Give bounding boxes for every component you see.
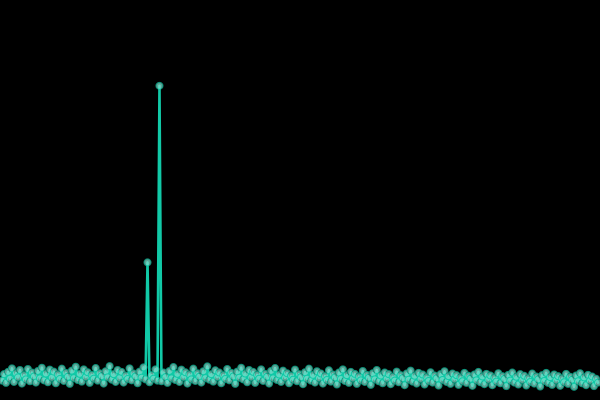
data-point-marker [271,364,280,373]
data-point-marker [502,382,511,391]
data-point-marker [143,258,152,267]
data-point-marker [304,364,313,373]
data-point-marker [99,379,108,388]
data-point-marker [125,364,134,373]
data-point-marker [372,365,381,374]
data-point-marker [71,362,80,371]
data-point-marker [400,381,409,390]
series-signal [0,81,600,391]
data-point-marker [237,363,246,372]
data-point-marker [298,380,307,389]
data-point-marker [203,362,212,371]
data-point-marker [231,379,240,388]
data-point-marker [536,382,545,391]
data-point-marker [332,380,341,389]
data-point-marker [594,378,600,387]
data-point-marker [133,379,142,388]
data-point-marker [151,365,160,374]
data-point-marker [265,379,274,388]
data-point-marker [338,365,347,374]
data-point-marker [570,382,579,391]
data-point-marker [155,81,164,90]
data-point-marker [434,381,443,390]
data-point-marker [15,365,24,374]
series-line [0,84,600,389]
data-point-marker [139,363,148,372]
data-point-marker [406,366,415,375]
data-point-marker [105,362,114,371]
data-point-marker [468,381,477,390]
series-markers [0,81,600,391]
data-point-marker [91,364,100,373]
data-point-marker [65,379,74,388]
data-point-marker [366,380,375,389]
data-point-marker [169,363,178,372]
data-point-marker [37,363,46,372]
